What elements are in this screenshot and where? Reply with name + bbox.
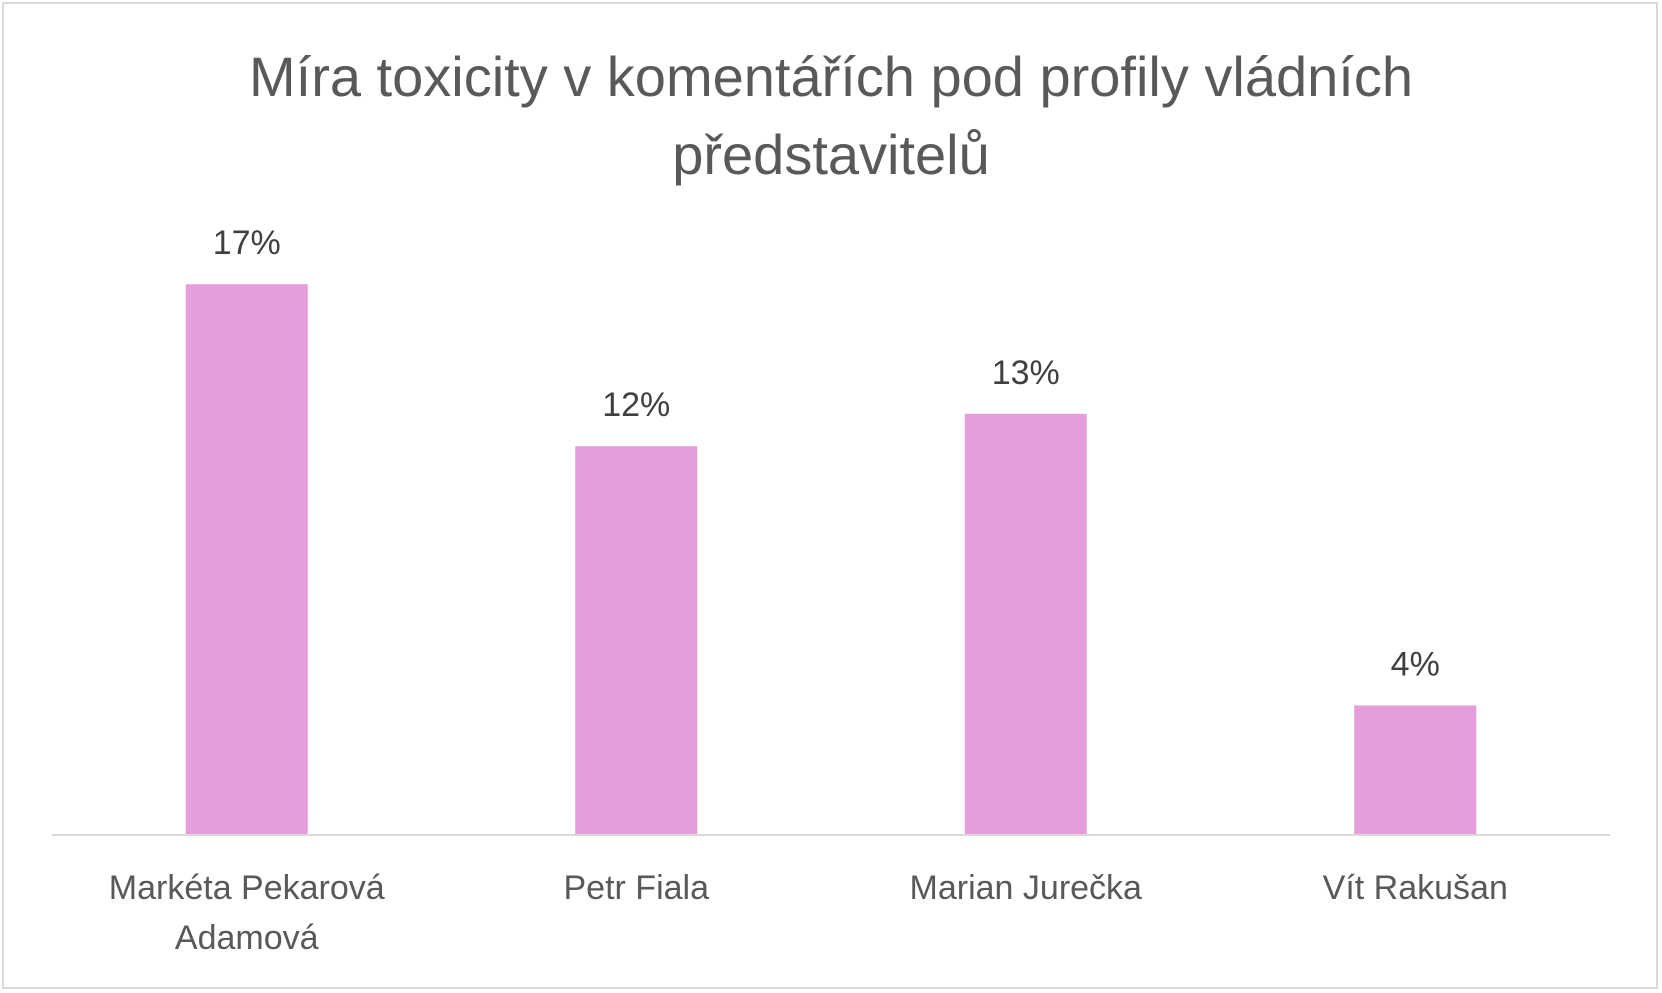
value-labels-group: 17% 12% 13% 4% xyxy=(213,224,1440,683)
data-label-0: 17% xyxy=(213,224,281,262)
category-labels-group: Markéta Pekarová Adamová Petr Fiala Marian … xyxy=(109,869,1508,957)
category-label-0-line-0: Markéta Pekarová xyxy=(109,869,385,907)
bar-3 xyxy=(1354,705,1477,835)
chart-title: Míra toxicity v komentářích pod profily … xyxy=(248,45,1414,186)
data-label-3: 4% xyxy=(1391,645,1440,683)
bar-1 xyxy=(575,446,698,835)
data-label-1: 12% xyxy=(602,386,670,424)
bar-0 xyxy=(185,284,308,835)
category-label-2: Marian Jurečka xyxy=(910,869,1143,907)
bar-2 xyxy=(964,413,1087,835)
category-label-3: Vít Rakušan xyxy=(1323,869,1508,907)
category-label-0-line-1: Adamová xyxy=(175,919,319,957)
category-label-1: Petr Fiala xyxy=(564,869,710,907)
data-label-2: 13% xyxy=(992,354,1060,392)
bars-group xyxy=(185,284,1477,835)
